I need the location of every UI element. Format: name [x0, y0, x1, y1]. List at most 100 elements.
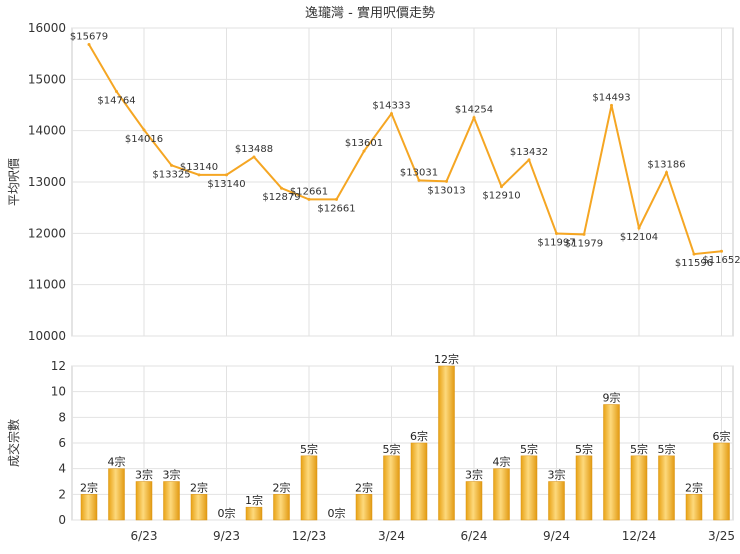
volume-bar — [80, 494, 98, 521]
price-series-line — [88, 43, 722, 256]
price-data-label: $14333 — [372, 101, 410, 112]
price-point — [197, 173, 201, 177]
price-data-label: $13186 — [647, 159, 685, 170]
price-data-label: $13013 — [427, 185, 465, 196]
x-tick-label: 3/24 — [378, 529, 405, 543]
price-data-label: $11596 — [675, 258, 713, 269]
bar-y-tick-label: 2 — [58, 487, 66, 501]
line-y-axis-label: 平均呎價 — [7, 158, 21, 206]
price-data-label: $12661 — [290, 186, 328, 197]
volume-data-label: 3宗 — [465, 468, 483, 482]
volume-data-label: 12宗 — [434, 352, 459, 366]
price-data-label: $14016 — [125, 134, 163, 145]
volume-data-label: 0宗 — [218, 506, 236, 520]
volume-bar — [713, 442, 730, 521]
volume-bar — [548, 481, 565, 521]
volume-data-label: 1宗 — [245, 493, 263, 507]
price-point — [417, 178, 421, 182]
volume-data-label: 9宗 — [603, 391, 621, 405]
price-data-label: $13325 — [152, 169, 190, 180]
line-y-tick-label: 12000 — [28, 226, 66, 240]
price-point — [280, 186, 283, 190]
price-point — [390, 112, 393, 116]
price-point — [225, 173, 228, 177]
price-point — [582, 232, 586, 236]
volume-data-label: 3宗 — [163, 468, 181, 482]
price-data-label: $11652 — [702, 255, 740, 266]
price-data-label: $12104 — [620, 232, 658, 243]
price-point — [335, 197, 338, 201]
volume-data-label: 3宗 — [548, 468, 566, 482]
bar-y-tick-label: 12 — [51, 359, 66, 373]
volume-bar — [355, 494, 373, 521]
volume-data-label: 5宗 — [520, 442, 538, 456]
volume-data-label: 2宗 — [273, 480, 291, 494]
line-y-tick-label: 15000 — [28, 72, 66, 86]
price-data-label: $14493 — [592, 92, 630, 103]
x-tick-label: 9/23 — [213, 529, 240, 543]
price-line-panel: 10000 11000 12000 13000 14000 15000 16000 平均呎價 $… — [7, 21, 740, 343]
bar-y-tick-label: 6 — [58, 436, 66, 450]
price-point — [142, 128, 146, 132]
price-point — [555, 231, 558, 235]
price-data-label: $13140 — [180, 162, 218, 173]
bar-y-tick-label: 4 — [58, 462, 66, 476]
price-data-label: $15679 — [70, 31, 108, 42]
line-y-tick-label: 16000 — [28, 21, 66, 35]
volume-bar — [603, 404, 620, 521]
price-data-label: $13601 — [345, 138, 383, 149]
price-point — [720, 249, 723, 253]
price-point — [115, 89, 118, 93]
volume-data-label: 6宗 — [410, 429, 428, 443]
price-point — [472, 116, 476, 120]
volume-bar — [520, 455, 538, 521]
volume-bar — [190, 494, 208, 521]
volume-data-label: 0宗 — [328, 506, 346, 520]
volume-bar — [163, 481, 180, 521]
volume-bar — [630, 455, 648, 521]
volume-data-label: 5宗 — [300, 442, 318, 456]
volume-bar — [108, 468, 125, 521]
volume-data-label: 5宗 — [575, 442, 593, 456]
volume-bar — [575, 455, 593, 521]
volume-data-label: 2宗 — [355, 480, 373, 494]
x-tick-label: 6/23 — [131, 529, 158, 543]
price-point — [170, 163, 173, 167]
volume-bar — [685, 494, 703, 521]
volume-bar — [135, 481, 153, 521]
volume-data-label: 5宗 — [630, 442, 648, 456]
price-point — [445, 179, 448, 183]
price-data-label: $12910 — [482, 191, 520, 202]
volume-data-label: 3宗 — [135, 468, 153, 482]
volume-data-label: 2宗 — [190, 480, 208, 494]
volume-bar — [383, 455, 400, 521]
bar-y-tick-label: 0 — [58, 513, 66, 527]
bar-y-tick-label: 8 — [58, 410, 66, 424]
volume-bar — [658, 455, 675, 521]
price-data-label: $11979 — [565, 238, 603, 249]
price-point — [665, 170, 668, 174]
x-tick-label: 9/24 — [543, 529, 570, 543]
volume-data-label: 4宗 — [108, 455, 126, 469]
price-point — [307, 197, 311, 201]
price-point — [610, 103, 613, 107]
volume-data-label: 4宗 — [493, 455, 511, 469]
price-point — [500, 185, 503, 189]
volume-bar — [493, 468, 510, 521]
price-data-label: $12879 — [262, 192, 300, 203]
bar-y-tick-label: 10 — [51, 385, 66, 399]
price-data-label: $12661 — [317, 203, 355, 214]
line-y-tick-label: 11000 — [28, 278, 66, 292]
volume-bar — [273, 494, 290, 521]
price-point — [637, 226, 641, 230]
price-data-label: $14254 — [455, 105, 493, 116]
x-tick-label: 12/24 — [622, 529, 657, 543]
volume-data-label: 6宗 — [713, 429, 731, 443]
volume-bar — [300, 455, 318, 521]
price-data-label: $13140 — [207, 179, 245, 190]
volume-data-label: 5宗 — [383, 442, 401, 456]
volume-bar — [410, 442, 428, 521]
price-point — [252, 155, 256, 159]
